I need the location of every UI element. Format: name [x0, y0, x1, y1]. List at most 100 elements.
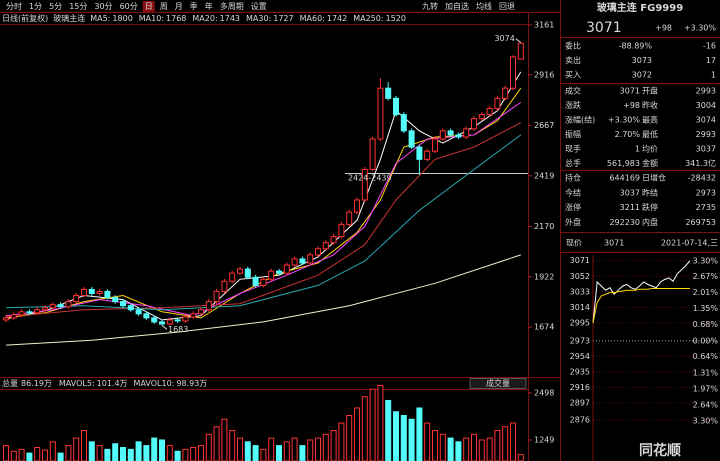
candle-body: [166, 319, 173, 325]
row-value: 3074: [696, 116, 716, 125]
period-tab[interactable]: 30分: [94, 2, 112, 11]
volume-bar: [213, 426, 220, 461]
row-label: 持仓: [565, 173, 581, 183]
candle-body: [447, 130, 454, 136]
ma-legend-name: MA250:: [353, 14, 383, 23]
tool-button[interactable]: 回退: [499, 2, 515, 11]
volume-bar: [190, 446, 197, 461]
candle-body: [49, 304, 56, 309]
candle-body: [408, 130, 415, 148]
ma-line: [5, 101, 522, 317]
volume-bar: [424, 422, 431, 461]
candle-body: [510, 56, 516, 89]
volume-bar: [385, 399, 392, 461]
volume-total: 86.19万: [21, 379, 52, 388]
candle-body: [307, 254, 314, 264]
candle-body: [127, 305, 134, 311]
ma-legend-name: MA30:: [246, 14, 271, 23]
candle-body: [104, 290, 111, 299]
candle-body: [18, 311, 25, 316]
period-tab[interactable]: 60分: [120, 2, 138, 11]
candle-body: [42, 307, 48, 311]
period-tab[interactable]: 15分: [69, 2, 87, 11]
volume-button-label[interactable]: 成交量: [486, 378, 510, 388]
row-value: 2973: [696, 188, 716, 197]
volume-bar: [10, 450, 17, 461]
intraday-title: 现价: [566, 239, 582, 248]
volume-bar: [494, 430, 501, 461]
row-value: 2.70%: [615, 130, 641, 139]
y-tick-label: 1674: [534, 323, 554, 332]
volume-bar: [455, 441, 462, 461]
volume-bar: [81, 430, 87, 461]
candle-body: [26, 311, 33, 314]
period-tab[interactable]: 5分: [49, 2, 62, 11]
y2-tick-label: 3.30%: [693, 417, 719, 426]
period-tab[interactable]: 1分: [29, 2, 42, 11]
volume-title: 总量: [2, 378, 18, 388]
active-tab: [142, 1, 155, 12]
candle-body: [369, 138, 376, 170]
period-tab[interactable]: 月: [175, 2, 183, 11]
tool-button[interactable]: 均线: [476, 1, 492, 11]
low-pointer: [161, 325, 168, 330]
candle-body: [143, 313, 150, 319]
volume-bar: [400, 415, 407, 461]
mavol-name: MAVOL5:: [59, 379, 95, 388]
row-label: 涨停: [565, 202, 581, 212]
candle-body: [182, 316, 189, 322]
candle-body: [346, 211, 353, 225]
y-tick-label: 2935: [570, 367, 590, 376]
candle-body: [244, 268, 251, 278]
volume-bar: [338, 422, 345, 461]
y-tick-label: 2170: [534, 222, 554, 231]
volume-bar: [471, 433, 477, 461]
y-tick-label: 3052: [570, 272, 590, 281]
period-tab[interactable]: 日: [145, 2, 153, 11]
candle-body: [494, 97, 501, 110]
ma-line: [5, 134, 522, 311]
period-tab[interactable]: 年: [205, 1, 213, 11]
row-value: 3071: [620, 87, 640, 96]
mavol-name: MAVOL10:: [134, 379, 175, 388]
volume-bar: [42, 449, 48, 461]
volume-bar: [221, 418, 228, 461]
period-tab[interactable]: 分时: [6, 1, 22, 11]
row-label: 跌停: [642, 202, 658, 212]
y-tick-label: 3014: [570, 303, 590, 312]
period-tab[interactable]: 多周期: [220, 1, 244, 11]
volume-button[interactable]: [469, 378, 527, 389]
row-value: 2993: [696, 130, 716, 139]
candle-body: [416, 146, 423, 160]
intraday-date: 2021-07-14,三: [661, 239, 718, 248]
volume-bar: [291, 437, 298, 461]
volume-bar: [486, 437, 493, 461]
y-tick-label: 3161: [534, 20, 554, 29]
mavol-value: 98.93万: [176, 379, 207, 388]
period-tab[interactable]: 季: [190, 1, 198, 11]
row-value: 561,983: [607, 159, 640, 168]
candle-body: [229, 272, 236, 282]
y2-tick-label: 1.97%: [693, 384, 719, 393]
row-value: 3004: [696, 101, 716, 110]
volume-bar: [369, 388, 376, 461]
candle-body: [260, 278, 267, 286]
candle-body: [283, 264, 290, 274]
volume-bar: [463, 437, 470, 461]
period-tab[interactable]: 设置: [251, 1, 267, 11]
candle-body: [81, 288, 87, 297]
tool-button[interactable]: 加自选: [445, 1, 469, 11]
candle-body: [65, 301, 72, 308]
volume-bar: [26, 452, 33, 461]
period-tab[interactable]: 周: [160, 2, 168, 11]
volume-bar: [322, 433, 329, 461]
candle-body: [322, 242, 329, 250]
volume-bar: [315, 437, 321, 461]
volume-bar: [361, 396, 368, 461]
volume-bar: [96, 445, 103, 461]
row-value: -16: [703, 42, 716, 51]
candle-body: [478, 114, 485, 120]
candle-body: [10, 314, 17, 319]
tool-button[interactable]: 九转: [422, 1, 438, 11]
